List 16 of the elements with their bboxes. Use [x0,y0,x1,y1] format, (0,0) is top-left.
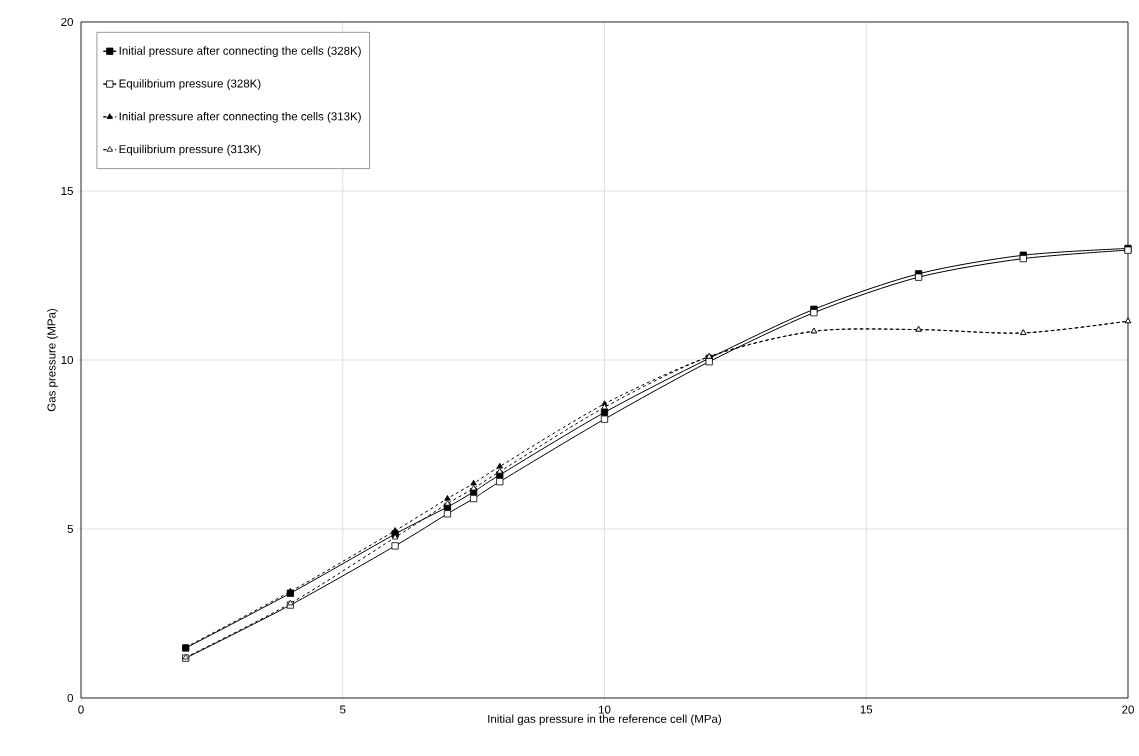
y-tick-label: 0 [67,693,74,703]
x-tick-label: 5 [340,705,346,714]
y-tick-label: 5 [67,524,73,534]
legend-label: Initial pressure after connecting the cells (313K) [119,111,361,123]
x-tick-label: 15 [860,705,873,714]
x-tick-label: 10 [598,705,611,714]
x-tick-label: 0 [78,705,84,714]
x-tick-label: 20 [1122,705,1134,714]
legend-label: Equilibrium pressure (328K) [119,79,261,90]
x-axis-title: Initial gas pressure in the reference cell (MPa) [488,714,722,726]
legend-label: Equilibrium pressure (313K) [119,144,261,156]
y-tick-label: 10 [61,355,74,365]
y-axis-title: Gas pressure (MPa) [47,308,58,412]
y-tick-label: 15 [61,186,73,195]
y-tick-label: 20 [61,17,74,27]
legend-label: Initial pressure after connecting the cells (328K) [119,46,361,58]
